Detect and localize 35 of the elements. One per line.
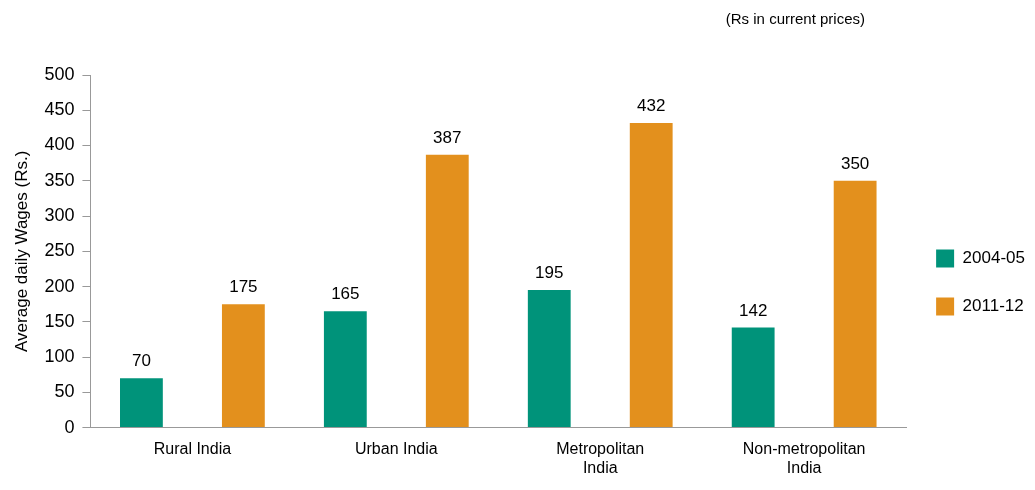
- legend-label: 2011-12: [962, 296, 1024, 316]
- data-label: 195: [535, 263, 564, 283]
- y-tick-label: 150: [44, 310, 75, 331]
- data-label: 387: [433, 127, 462, 147]
- y-tick-label: 200: [44, 275, 75, 296]
- y-tick-label: 50: [54, 381, 75, 402]
- bar: [629, 122, 673, 428]
- text: (Rs in current prices): [725, 10, 865, 27]
- x-tick-label: Rural India: [153, 439, 232, 457]
- x-tick-label: Urban India: [354, 439, 438, 457]
- bar: [221, 304, 265, 428]
- data-label: 70: [131, 351, 151, 371]
- data-label: 432: [637, 96, 666, 116]
- bar: [323, 311, 367, 428]
- x-tick-label: Metropolitan India: [556, 439, 645, 476]
- bar: [731, 327, 775, 428]
- bar: [527, 290, 571, 428]
- y-tick-label: 300: [44, 205, 75, 226]
- data-label: 142: [738, 300, 768, 320]
- x-tick-label: Non-metropolitan India: [742, 439, 866, 476]
- legend-label: 2004-05: [962, 248, 1025, 268]
- y-axis-title: Average daily Wages (Rs.): [11, 150, 31, 352]
- data-label: 165: [331, 284, 360, 304]
- bar: [120, 378, 163, 428]
- y-tick-label: 100: [44, 346, 75, 367]
- bar: [833, 180, 877, 428]
- data-label: 175: [229, 277, 258, 297]
- bar: [425, 154, 469, 428]
- y-tick-label: 250: [44, 240, 75, 261]
- y-tick-label: 0: [64, 416, 75, 437]
- y-tick-label: 500: [44, 63, 75, 84]
- y-tick-label: 450: [44, 99, 75, 120]
- data-label: 350: [840, 153, 870, 173]
- y-tick-label: 400: [44, 134, 75, 155]
- y-tick-label: 350: [44, 169, 75, 190]
